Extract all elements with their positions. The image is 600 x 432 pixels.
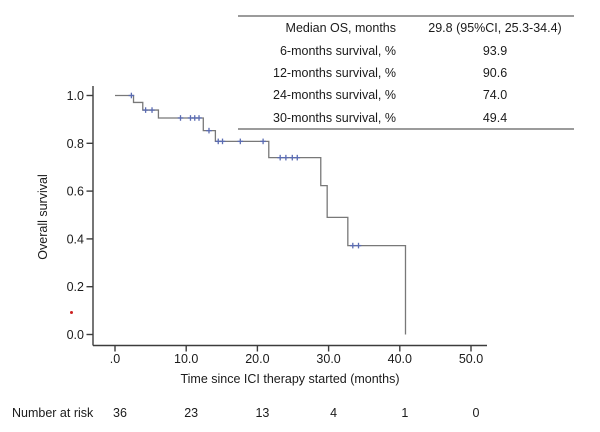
- survival-step-curve: [115, 94, 407, 335]
- y-tick-label: 0.4: [67, 232, 84, 246]
- stat-value: 29.8 (95%CI, 25.3-34.4): [428, 21, 562, 36]
- stat-value: 93.9: [482, 43, 508, 58]
- stats-table-top-rule: [238, 15, 574, 17]
- y-axis-title: Overall survival: [36, 174, 50, 260]
- y-tick-label: 0.2: [67, 280, 84, 294]
- stat-label: 30-months survival, %: [273, 110, 396, 125]
- number-at-risk-value: 13: [255, 406, 270, 420]
- stats-table-row: Median OS, months 29.8 (95%CI, 25.3-34.4): [238, 21, 574, 35]
- stray-red-dot: [70, 311, 73, 314]
- x-tick-label: 20.0: [245, 352, 269, 366]
- stat-label: Median OS, months: [285, 21, 396, 36]
- y-tick-label: 0.6: [67, 185, 84, 199]
- number-at-risk-value: 4: [330, 406, 338, 420]
- number-at-risk-value: 1: [401, 406, 409, 420]
- number-at-risk-value: 0: [472, 406, 480, 420]
- stat-label: 12-months survival, %: [273, 65, 396, 80]
- stat-label: 24-months survival, %: [273, 88, 396, 103]
- x-tick-label: 40.0: [388, 352, 412, 366]
- y-tick-label: 1.0: [67, 89, 84, 103]
- stat-value: 90.6: [482, 65, 508, 80]
- stats-table-row: 24-months survival, % 74.0: [238, 88, 574, 102]
- stat-value: 74.0: [482, 88, 508, 103]
- x-axis-title: Time since ICI therapy started (months): [180, 372, 400, 386]
- x-tick-label: 50.0: [459, 352, 483, 366]
- number-at-risk-value: 23: [184, 406, 199, 420]
- x-tick-label: .0: [110, 352, 120, 366]
- y-tick-label: 0.8: [67, 137, 84, 151]
- stats-table-row: 6-months survival, % 93.9: [238, 44, 574, 58]
- x-tick-label: 10.0: [174, 352, 198, 366]
- stat-value: 49.4: [482, 110, 508, 125]
- y-tick-label: 0.0: [67, 328, 84, 342]
- stats-table-bottom-rule: [238, 128, 574, 130]
- number-at-risk-value: 36: [113, 406, 127, 420]
- stat-label: 6-months survival, %: [279, 43, 396, 58]
- stats-table-row: 30-months survival, % 49.4: [238, 111, 574, 125]
- number-at-risk-label: Number at risk: [12, 406, 94, 420]
- x-tick-label: 30.0: [316, 352, 340, 366]
- stats-table-row: 12-months survival, % 90.6: [238, 66, 574, 80]
- stats-table: Median OS, months 29.8 (95%CI, 25.3-34.4)…: [238, 17, 574, 129]
